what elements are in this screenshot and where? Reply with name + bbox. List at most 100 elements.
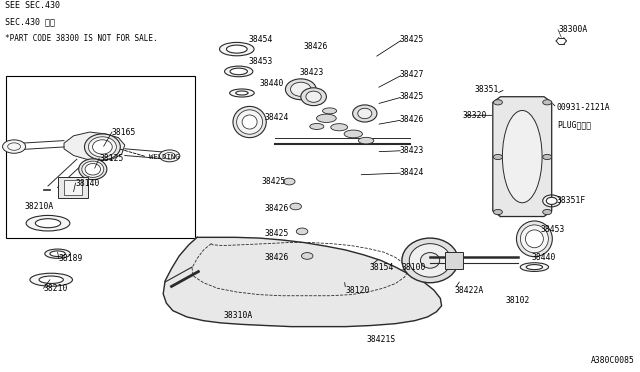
Text: WELDING: WELDING — [149, 154, 180, 160]
Ellipse shape — [242, 115, 257, 129]
Ellipse shape — [358, 137, 374, 144]
Text: 38427: 38427 — [400, 70, 424, 79]
Text: 38440: 38440 — [259, 79, 284, 88]
Ellipse shape — [358, 108, 372, 119]
Text: 38423: 38423 — [400, 146, 424, 155]
Text: 38426: 38426 — [264, 204, 289, 213]
Text: 38154: 38154 — [370, 263, 394, 272]
Text: 38102: 38102 — [506, 296, 530, 305]
Text: 38189: 38189 — [59, 254, 83, 263]
Text: 38300A: 38300A — [558, 25, 588, 34]
Ellipse shape — [284, 178, 295, 185]
Text: 38422A: 38422A — [454, 286, 484, 295]
Ellipse shape — [317, 114, 336, 122]
Ellipse shape — [220, 42, 254, 56]
Text: PLUGプラグ: PLUGプラグ — [557, 120, 591, 129]
Ellipse shape — [85, 164, 100, 175]
Ellipse shape — [344, 130, 362, 138]
Circle shape — [543, 209, 552, 215]
Ellipse shape — [301, 253, 313, 259]
Ellipse shape — [82, 161, 104, 177]
Text: 38426: 38426 — [304, 42, 328, 51]
Ellipse shape — [230, 68, 248, 75]
Circle shape — [3, 140, 26, 153]
Text: 38120: 38120 — [346, 286, 370, 295]
Ellipse shape — [237, 110, 262, 134]
Text: 38100: 38100 — [402, 263, 426, 272]
Text: 38310A: 38310A — [224, 311, 253, 320]
Ellipse shape — [306, 91, 321, 102]
Ellipse shape — [516, 221, 552, 257]
Text: A380C0085: A380C0085 — [591, 356, 635, 365]
Text: 38351F: 38351F — [557, 196, 586, 205]
Text: 38425: 38425 — [400, 35, 424, 44]
Ellipse shape — [353, 105, 377, 122]
Bar — [445, 252, 463, 269]
Ellipse shape — [323, 108, 337, 114]
Polygon shape — [493, 97, 552, 217]
Ellipse shape — [30, 273, 72, 286]
Ellipse shape — [227, 45, 247, 53]
Ellipse shape — [547, 197, 557, 205]
Text: 38425: 38425 — [264, 229, 289, 238]
Text: 38140: 38140 — [76, 179, 100, 187]
Circle shape — [543, 100, 552, 105]
Text: 38426: 38426 — [264, 253, 289, 262]
Text: 38424: 38424 — [400, 169, 424, 177]
Ellipse shape — [84, 134, 120, 160]
Ellipse shape — [50, 251, 65, 257]
Circle shape — [159, 150, 180, 162]
Text: 38165: 38165 — [112, 128, 136, 137]
Circle shape — [493, 154, 502, 160]
Circle shape — [493, 209, 502, 215]
Polygon shape — [163, 237, 442, 327]
Ellipse shape — [526, 264, 543, 270]
Ellipse shape — [520, 263, 548, 272]
Ellipse shape — [225, 66, 253, 77]
Text: SEC.430 参照: SEC.430 参照 — [5, 18, 55, 27]
Ellipse shape — [420, 253, 440, 268]
Ellipse shape — [26, 215, 70, 231]
Text: *PART CODE 38300 IS NOT FOR SALE.: *PART CODE 38300 IS NOT FOR SALE. — [5, 34, 157, 43]
Ellipse shape — [502, 110, 542, 203]
Ellipse shape — [301, 88, 326, 106]
Text: 38454: 38454 — [248, 35, 273, 44]
Text: 38423: 38423 — [300, 68, 324, 77]
Ellipse shape — [402, 238, 458, 283]
Text: 38125: 38125 — [99, 154, 124, 163]
Ellipse shape — [39, 276, 63, 283]
Ellipse shape — [285, 79, 316, 100]
Ellipse shape — [310, 124, 324, 129]
Ellipse shape — [331, 124, 348, 131]
Ellipse shape — [520, 225, 548, 253]
Ellipse shape — [291, 82, 311, 96]
Bar — [58, 177, 88, 198]
Ellipse shape — [525, 230, 543, 248]
Ellipse shape — [290, 203, 301, 210]
Text: 38320: 38320 — [462, 111, 486, 120]
Ellipse shape — [543, 195, 561, 207]
Text: 38440: 38440 — [531, 253, 556, 262]
Ellipse shape — [236, 91, 248, 95]
Ellipse shape — [93, 140, 112, 154]
Text: 38426: 38426 — [400, 115, 424, 124]
Ellipse shape — [296, 228, 308, 235]
Text: 38425: 38425 — [400, 92, 424, 101]
Ellipse shape — [230, 89, 254, 97]
Text: 38421S: 38421S — [366, 335, 396, 344]
Ellipse shape — [79, 159, 107, 180]
Text: 38210: 38210 — [44, 284, 68, 293]
Text: 00931-2121A: 00931-2121A — [557, 103, 611, 112]
Circle shape — [543, 154, 552, 160]
Circle shape — [493, 100, 502, 105]
Text: 38424: 38424 — [264, 113, 289, 122]
Text: 38453: 38453 — [541, 225, 565, 234]
Bar — [6, 76, 195, 238]
Ellipse shape — [410, 244, 451, 277]
Text: 38453: 38453 — [248, 57, 273, 66]
Text: 38425: 38425 — [261, 177, 285, 186]
Text: 38210A: 38210A — [24, 202, 54, 211]
Ellipse shape — [233, 106, 266, 138]
Text: 38351: 38351 — [475, 85, 499, 94]
Polygon shape — [64, 132, 125, 161]
